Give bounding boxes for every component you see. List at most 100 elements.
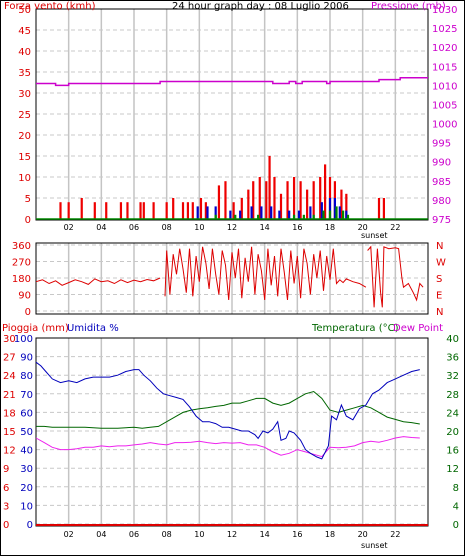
- wind-gust-bar: [247, 189, 250, 219]
- wind-gust-bar: [119, 202, 123, 219]
- rain-axis-tick: 18: [3, 408, 16, 419]
- wind-gust-bar: [224, 181, 227, 219]
- humidity-axis-tick: 90: [20, 353, 33, 364]
- x-tick-label-04: 04: [96, 223, 106, 232]
- pressure-axis-tick: 1005: [432, 100, 457, 111]
- x-tick-label-08: 08: [162, 223, 172, 232]
- humidity-axis-tick: 100: [14, 334, 33, 345]
- wind-axis-tick: 25: [18, 110, 31, 121]
- pressure-axis-tick: 1020: [432, 43, 457, 54]
- x-tick-label-20: 20: [358, 530, 368, 539]
- humidity-axis-tick: 30: [20, 464, 33, 475]
- humidity-axis-title: Umidita %: [67, 323, 119, 334]
- wind-gust-bar: [165, 202, 168, 219]
- x-tick-label-18: 18: [325, 223, 335, 232]
- wind-direction-line-late: [367, 245, 424, 308]
- wind-gust-bar: [273, 177, 276, 219]
- wind-gust-bar: [191, 202, 194, 219]
- pressure-axis-tick: 1015: [432, 62, 457, 73]
- wind-gust-bar: [232, 202, 235, 219]
- direction-axis-tick: 0: [25, 307, 31, 318]
- x-tick-label-16: 16: [292, 530, 302, 539]
- temperature-axis-tick: 36: [446, 353, 459, 364]
- rain-axis-tick: 0: [3, 520, 9, 531]
- humidity-axis-tick: 20: [20, 483, 33, 494]
- wind-average-bar: [260, 206, 263, 219]
- wind-axis-title: Forza vento (kmh): [4, 1, 96, 12]
- wind-average-bar: [320, 202, 323, 219]
- x-tick-label-16: 16: [292, 223, 302, 232]
- rain-axis-tick: 9: [3, 464, 9, 475]
- wind-gust-bar: [186, 202, 189, 219]
- x-tick-label-22: 22: [390, 530, 400, 539]
- chart-title: 24 hour graph day : 08 Luglio 2006: [172, 1, 349, 12]
- sunset-label-top: sunset: [361, 231, 388, 240]
- rain-axis-tick: 12: [3, 446, 16, 457]
- x-tick-label-10: 10: [194, 530, 204, 539]
- wind-average-bar: [239, 210, 242, 219]
- humidity-axis-tick: 60: [20, 408, 33, 419]
- x-tick-label-22: 22: [390, 223, 400, 232]
- wind-gust-bar: [172, 198, 175, 219]
- wind-axis-tick: 0: [25, 215, 31, 226]
- wind-average-bar: [196, 206, 199, 219]
- temperature-axis-tick: 40: [446, 334, 459, 345]
- rain-axis-tick: 6: [3, 483, 9, 494]
- wind-average-bar: [250, 206, 253, 219]
- rain-axis-tick: 21: [3, 390, 16, 401]
- wind-axis-tick: 30: [18, 89, 31, 100]
- wind-average-bar: [214, 206, 217, 219]
- x-tick-label-02: 02: [64, 530, 74, 539]
- wind-axis-tick: 10: [18, 173, 31, 184]
- wind-gust-bar: [279, 193, 283, 219]
- wind-gust-bar: [181, 202, 185, 219]
- wind-low-bar: [292, 214, 296, 219]
- pressure-axis-tick: 975: [432, 215, 451, 226]
- rain-axis-tick: 30: [3, 334, 16, 345]
- wind-gust-bar: [377, 198, 381, 219]
- wind-axis-tick: 15: [18, 152, 31, 163]
- wind-average-bar: [328, 198, 332, 219]
- wind-low-bar: [322, 210, 325, 219]
- temperature-axis-tick: 24: [446, 408, 459, 419]
- wind-gust-bar: [265, 181, 268, 219]
- wind-axis-tick: 5: [25, 194, 31, 205]
- temperature-axis-tick: 28: [446, 390, 459, 401]
- wind-gust-bar: [152, 202, 155, 219]
- humidity-axis-tick: 50: [20, 427, 33, 438]
- wind-average-bar: [333, 198, 336, 219]
- wind-average-bar: [278, 210, 281, 219]
- pressure-axis-tick: 1000: [432, 120, 457, 131]
- temperature-axis-tick: 16: [446, 446, 459, 457]
- wind-gust-bar: [340, 189, 343, 219]
- pressure-axis-tick: 1010: [432, 81, 457, 92]
- direction-label-n: N: [436, 307, 443, 318]
- x-tick-label-06: 06: [129, 530, 139, 539]
- wind-average-bar: [288, 210, 291, 219]
- x-tick-label-06: 06: [129, 223, 139, 232]
- pressure-line: [36, 76, 428, 87]
- humidity-axis-tick: 0: [27, 520, 33, 531]
- wind-gust-bar: [268, 156, 271, 219]
- wind-low-bar: [335, 206, 338, 219]
- wind-gust-bar: [286, 181, 289, 219]
- wind-low-bar: [234, 214, 237, 219]
- humidity-axis-tick: 70: [20, 390, 33, 401]
- x-tick-label-12: 12: [227, 223, 237, 232]
- wind-axis-tick: 40: [18, 47, 31, 58]
- temperature-line: [36, 390, 420, 429]
- wind-low-bar: [257, 214, 260, 219]
- wind-gust-bar: [199, 198, 203, 219]
- pressure-axis-tick: 1025: [432, 24, 457, 35]
- humidity-axis-tick: 10: [20, 501, 33, 512]
- rain-axis-tick: 24: [3, 371, 16, 382]
- wind-gust-bar: [258, 177, 261, 219]
- x-tick-label-20: 20: [358, 223, 368, 232]
- temperature-axis-tick: 32: [446, 371, 459, 382]
- x-tick-label-08: 08: [162, 530, 172, 539]
- rain-axis-tick: 27: [3, 353, 16, 364]
- wind-gust-bar: [139, 202, 142, 219]
- wind-average-bar: [338, 206, 341, 219]
